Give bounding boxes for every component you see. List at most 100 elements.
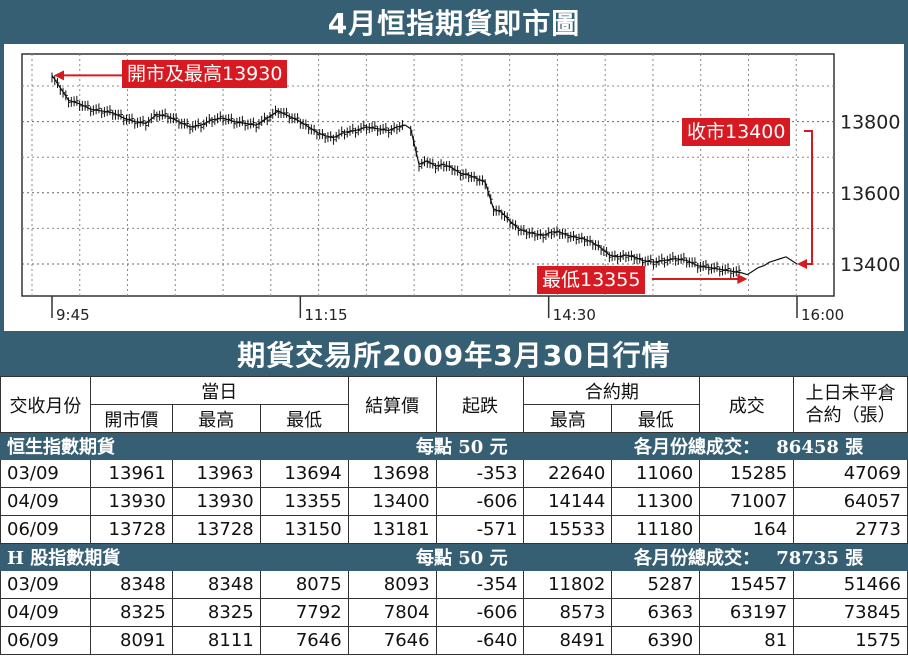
cell-contract-high: 15533	[523, 515, 613, 544]
cell-volume: 63197	[699, 598, 795, 627]
close-arrow-head	[797, 258, 807, 269]
chart-title: 4月恒指期貨即市圖	[327, 7, 581, 40]
chart-title-bar: 4月恒指期貨即市圖	[0, 0, 908, 44]
cell-low: 7646	[259, 626, 349, 655]
cell-change: -640	[435, 626, 525, 655]
cell-month: 04/09	[0, 598, 91, 627]
cell-open-interest: 1575	[793, 626, 908, 655]
cell-low: 13694	[259, 459, 349, 488]
x-tick-label: 9:45	[56, 306, 90, 324]
cell-volume: 15285	[699, 459, 795, 488]
cell-contract-high: 8573	[523, 598, 613, 627]
table-title: 期貨交易所2009年3月30日行情	[237, 338, 671, 372]
cell-open: 13961	[89, 459, 173, 488]
cell-volume: 81	[699, 626, 795, 655]
cell-high: 13930	[171, 487, 261, 516]
cell-open-interest: 73845	[793, 598, 908, 627]
col-contract-high: 最高	[523, 404, 613, 433]
col-contract-low: 最低	[611, 404, 701, 433]
x-tick-label: 16:00	[801, 306, 844, 324]
price-series	[51, 75, 798, 276]
col-low: 最低	[259, 404, 349, 433]
table-row: 04/09 8325 8325 7792 7804 -606 8573 6363…	[0, 598, 908, 627]
col-change: 起跌	[435, 376, 525, 433]
col-volume: 成交	[699, 376, 795, 433]
col-day-group: 當日	[89, 376, 349, 405]
cell-open-interest: 2773	[793, 515, 908, 544]
close-callout: 收市13400	[682, 118, 791, 146]
col-contract-group: 合約期	[523, 376, 701, 405]
cell-settle: 7646	[347, 626, 437, 655]
cell-month: 03/09	[0, 459, 91, 488]
table-row: 06/09 13728 13728 13150 13181 -571 15533…	[0, 515, 908, 544]
section-total-value: 86458 張	[776, 437, 864, 458]
section-total: 各月份總成交： 78735 張	[634, 544, 863, 570]
low-arrow-head	[737, 274, 748, 284]
x-tick-label: 14:30	[553, 306, 596, 324]
table-title-bar: 期貨交易所2009年3月30日行情	[0, 331, 908, 376]
cell-month: 04/09	[0, 487, 91, 516]
cell-open-interest: 47069	[793, 459, 908, 488]
low-callout: 最低13355	[537, 266, 646, 294]
cell-volume: 71007	[699, 487, 795, 516]
cell-settle: 13181	[347, 515, 437, 544]
cell-volume: 15457	[699, 570, 795, 599]
section-unit: 每點 50 元	[416, 548, 508, 569]
table-row: 04/09 13930 13930 13355 13400 -606 14144…	[0, 487, 908, 516]
cell-open: 13930	[89, 487, 173, 516]
col-oi-line1: 上日未平倉	[805, 382, 896, 404]
section-total-value: 78735 張	[776, 548, 864, 569]
cell-contract-high: 8491	[523, 626, 613, 655]
cell-change: -606	[435, 487, 525, 516]
cell-open-interest: 64057	[793, 487, 908, 516]
cell-month: 06/09	[0, 515, 91, 544]
section-row-hshare: H 股指數期貨 每點 50 元 各月份總成交： 78735 張	[0, 543, 908, 571]
y-tick-label: 13400	[840, 254, 900, 276]
cell-change: -354	[435, 570, 525, 599]
cell-contract-low: 6390	[611, 626, 701, 655]
cell-volume: 164	[699, 515, 795, 544]
cell-low: 8075	[259, 570, 349, 599]
cell-settle: 13698	[347, 459, 437, 488]
plot-frame	[21, 53, 835, 297]
cell-high: 8111	[171, 626, 261, 655]
section-unit: 每點 50 元	[416, 437, 508, 458]
section-total: 各月份總成交： 86458 張	[634, 433, 863, 459]
col-open: 開市價	[89, 404, 173, 433]
cell-change: -353	[435, 459, 525, 488]
open-arrow-head	[54, 70, 64, 81]
cell-settle: 7804	[347, 598, 437, 627]
cell-contract-low: 11300	[611, 487, 701, 516]
close-arrow-line	[804, 130, 813, 265]
chart-panel: 13400 13600 13800 9:45 11:15 14:30 16:00 開市及最高…	[0, 44, 908, 331]
section-name: 恒生指數期貨	[7, 437, 115, 458]
cell-open: 8348	[89, 570, 173, 599]
cell-low: 13150	[259, 515, 349, 544]
section-row-hsi: 恒生指數期貨 每點 50 元 各月份總成交： 86458 張	[0, 432, 908, 460]
section-total-label: 各月份總成交：	[634, 437, 760, 458]
cell-change: -571	[435, 515, 525, 544]
table-row: 03/09 8348 8348 8075 8093 -354 11802 528…	[0, 570, 908, 599]
cell-high: 13728	[171, 515, 261, 544]
cell-high: 13963	[171, 459, 261, 488]
table-body: 恒生指數期貨 每點 50 元 各月份總成交： 86458 張 03/09 139…	[0, 432, 908, 655]
col-settle: 結算價	[347, 376, 437, 433]
intraday-chart: 13400 13600 13800 9:45 11:15 14:30 16:00	[21, 53, 900, 324]
cell-contract-low: 11060	[611, 459, 701, 488]
cell-open: 13728	[89, 515, 173, 544]
cell-low: 13355	[259, 487, 349, 516]
cell-settle: 8093	[347, 570, 437, 599]
cell-contract-high: 22640	[523, 459, 613, 488]
cell-contract-low: 5287	[611, 570, 701, 599]
cell-high: 8325	[171, 598, 261, 627]
section-total-label: 各月份總成交：	[634, 548, 760, 569]
table-row: 06/09 8091 8111 7646 7646 -640 8491 6390…	[0, 626, 908, 655]
col-open-interest: 上日未平倉 合約（張）	[793, 376, 908, 433]
cell-contract-low: 11180	[611, 515, 701, 544]
quotes-table: 交收月份 當日 結算價 起跌 合約期 成交 上日未平倉 合約（張） 開市價 最高…	[0, 376, 908, 655]
cell-month: 06/09	[0, 626, 91, 655]
cell-high: 8348	[171, 570, 261, 599]
col-month: 交收月份	[0, 376, 91, 433]
cell-low: 7792	[259, 598, 349, 627]
cell-month: 03/09	[0, 570, 91, 599]
